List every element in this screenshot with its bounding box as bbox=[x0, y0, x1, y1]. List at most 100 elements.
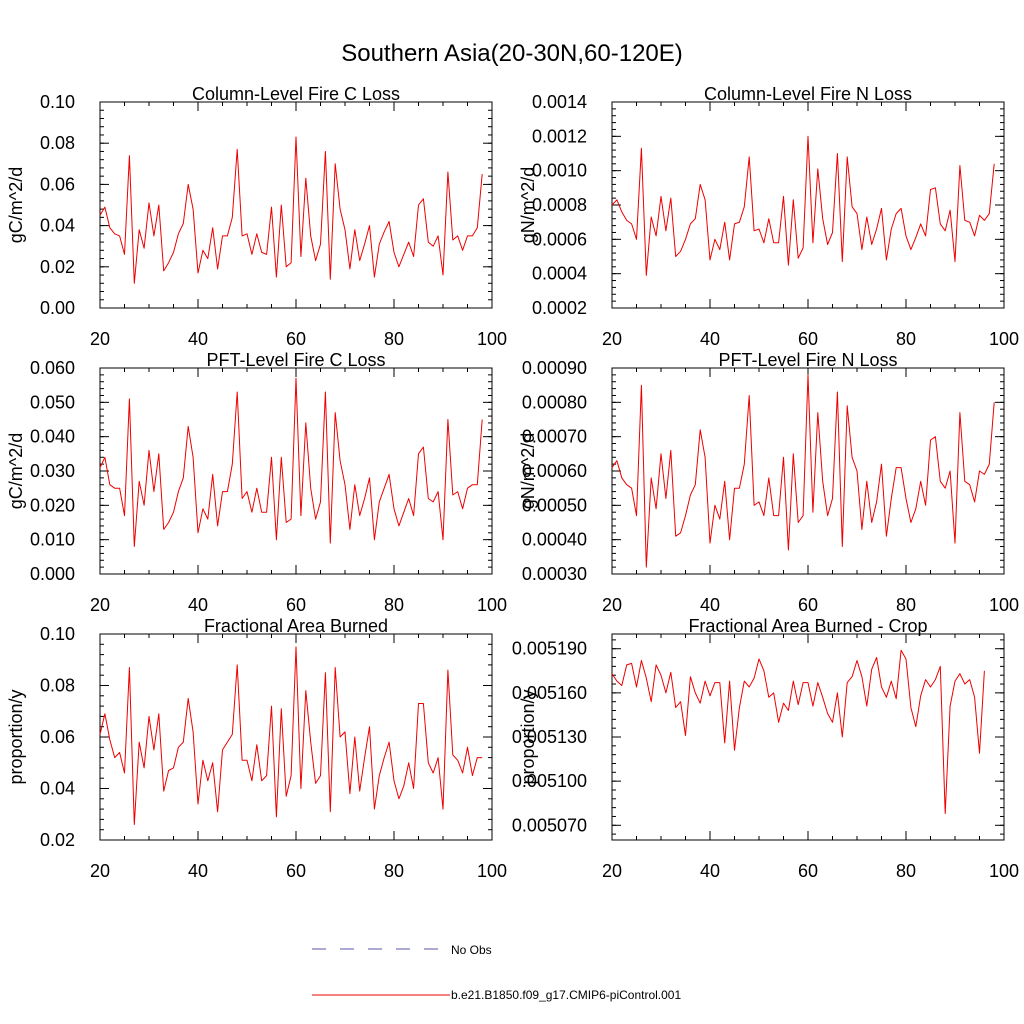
panel-3-ytick-label: 0.060 bbox=[30, 358, 75, 378]
panel-6-series-line bbox=[611, 649, 985, 814]
panel-2-ytick-label: 0.0012 bbox=[532, 126, 587, 146]
panel-2-xtick-label: 80 bbox=[896, 329, 916, 349]
panel-4-xtick-label: 60 bbox=[798, 595, 818, 615]
panel-1-xtick-label: 100 bbox=[477, 329, 507, 349]
panel-4-ytick-label: 0.00030 bbox=[522, 564, 587, 584]
panel-3-xtick-label: 80 bbox=[384, 595, 404, 615]
panel-2-series-line bbox=[611, 135, 995, 276]
panel-1-title: Column-Level Fire C Loss bbox=[192, 84, 400, 104]
panel-2-ytick-label: 0.0004 bbox=[532, 264, 587, 284]
panel-6-xtick-label: 100 bbox=[989, 861, 1019, 881]
panel-6-ylabel: proportion/y bbox=[518, 689, 538, 784]
panel-6-title: Fractional Area Burned - Crop bbox=[688, 616, 927, 636]
panel-2-ytick-label: 0.0010 bbox=[532, 161, 587, 181]
panel-1: Column-Level Fire C Loss gC/m^2/d 20 40 60 80… bbox=[6, 84, 507, 349]
panel-5-frame bbox=[99, 633, 493, 841]
panel-4: PFT-Level Fire N Loss gN/m^2/d 20 40 60 80 100… bbox=[518, 350, 1019, 615]
panel-1-xtick-label: 20 bbox=[90, 329, 110, 349]
panel-1-ytick-label: 0.04 bbox=[40, 216, 75, 236]
panel-4-ytick-label: 0.00090 bbox=[522, 358, 587, 378]
panel-5-ytick-label: 0.08 bbox=[40, 676, 75, 696]
panel-1-ytick-label: 0.06 bbox=[40, 174, 75, 194]
panel-4-ytick-label: 0.00080 bbox=[522, 392, 587, 412]
panel-4-ytick-label: 0.00070 bbox=[522, 427, 587, 447]
panel-4-frame bbox=[611, 367, 1005, 575]
panel-6-xtick-label: 80 bbox=[896, 861, 916, 881]
panel-2-xtick-label: 20 bbox=[602, 329, 622, 349]
panel-2-xtick-label: 100 bbox=[989, 329, 1019, 349]
panel-3-ytick-label: 0.010 bbox=[30, 530, 75, 550]
panel-5-xtick-label: 60 bbox=[286, 861, 306, 881]
panel-3-xtick-label: 100 bbox=[477, 595, 507, 615]
legend: No Obs b.e21.B1850.f09_g17.CMIP6-piContr… bbox=[312, 943, 681, 1002]
panel-3-ytick-label: 0.050 bbox=[30, 392, 75, 412]
panel-2-ylabel: gN/m^2/d bbox=[518, 167, 538, 243]
panel-5-ytick-label: 0.02 bbox=[40, 830, 75, 850]
panel-6-ytick-label: 0.005160 bbox=[512, 683, 587, 703]
panel-3-ytick-label: 0.030 bbox=[30, 461, 75, 481]
panel-4-xtick-label: 40 bbox=[700, 595, 720, 615]
panel-2-xtick-label: 60 bbox=[798, 329, 818, 349]
panel-2-frame bbox=[611, 101, 1005, 309]
panel-6-xtick-label: 40 bbox=[700, 861, 720, 881]
panel-5-ytick-label: 0.04 bbox=[40, 779, 75, 799]
panel-5: Fractional Area Burned proportion/y 20 40 60… bbox=[6, 616, 507, 881]
panel-1-ylabel: gC/m^2/d bbox=[6, 167, 26, 243]
panel-5-xtick-label: 40 bbox=[188, 861, 208, 881]
figure-title: Southern Asia(20-30N,60-120E) bbox=[341, 40, 683, 67]
panel-4-xtick-label: 80 bbox=[896, 595, 916, 615]
panel-1-ytick-label: 0.00 bbox=[40, 298, 75, 318]
panel-3-ylabel: gC/m^2/d bbox=[6, 433, 26, 509]
panel-4-ylabel: gN/m^2/d bbox=[518, 433, 538, 509]
panel-6-ytick-label: 0.005070 bbox=[512, 815, 587, 835]
panel-6-ytick-label: 0.005100 bbox=[512, 771, 587, 791]
panel-1-xtick-label: 60 bbox=[286, 329, 306, 349]
panel-2: Column-Level Fire N Loss gN/m^2/d 20 40 60 80… bbox=[518, 84, 1019, 349]
panel-1-xtick-label: 80 bbox=[384, 329, 404, 349]
panel-1-xtick-label: 40 bbox=[188, 329, 208, 349]
panel-2-ytick-label: 0.0014 bbox=[532, 92, 587, 112]
panel-2-ytick-label: 0.0008 bbox=[532, 195, 587, 215]
panel-5-ytick-label: 0.06 bbox=[40, 727, 75, 747]
legend-item-no-obs: No Obs bbox=[312, 943, 492, 957]
panel-3-frame bbox=[99, 367, 493, 575]
panel-6-ytick-label: 0.005130 bbox=[512, 727, 587, 747]
chart-panels: Column-Level Fire C Loss gC/m^2/d 20 40 60 80… bbox=[6, 84, 1019, 881]
legend-label-no-obs: No Obs bbox=[451, 943, 492, 957]
panel-2-xtick-label: 40 bbox=[700, 329, 720, 349]
panel-3-title: PFT-Level Fire C Loss bbox=[206, 350, 385, 370]
panel-4-ytick-label: 0.00060 bbox=[522, 461, 587, 481]
legend-item-model-run: b.e21.B1850.f09_g17.CMIP6-piControl.001 bbox=[312, 988, 681, 1002]
panel-5-title: Fractional Area Burned bbox=[204, 616, 388, 636]
panel-6-xtick-label: 20 bbox=[602, 861, 622, 881]
panel-5-xtick-label: 20 bbox=[90, 861, 110, 881]
panel-4-ytick-label: 0.00040 bbox=[522, 530, 587, 550]
panel-5-series-line bbox=[99, 646, 483, 825]
panel-1-ytick-label: 0.08 bbox=[40, 133, 75, 153]
panel-4-xtick-label: 100 bbox=[989, 595, 1019, 615]
panel-5-ytick-label: 0.10 bbox=[40, 624, 75, 644]
panel-3-xtick-label: 20 bbox=[90, 595, 110, 615]
panel-6-xtick-label: 60 bbox=[798, 861, 818, 881]
panel-3-ytick-label: 0.040 bbox=[30, 427, 75, 447]
panel-5-xtick-label: 100 bbox=[477, 861, 507, 881]
panel-4-series-line bbox=[611, 374, 995, 568]
panel-3-ytick-label: 0.000 bbox=[30, 564, 75, 584]
panel-4-title: PFT-Level Fire N Loss bbox=[718, 350, 897, 370]
panel-1-ytick-label: 0.10 bbox=[40, 92, 75, 112]
panel-2-title: Column-Level Fire N Loss bbox=[704, 84, 912, 104]
legend-label-model-run: b.e21.B1850.f09_g17.CMIP6-piControl.001 bbox=[451, 988, 681, 1002]
panel-4-ytick-label: 0.00050 bbox=[522, 495, 587, 515]
panel-3-xtick-label: 60 bbox=[286, 595, 306, 615]
panel-6: Fractional Area Burned - Crop proportion/… bbox=[512, 616, 1019, 881]
panel-2-ytick-label: 0.0006 bbox=[532, 229, 587, 249]
panel-3: PFT-Level Fire C Loss gC/m^2/d 20 40 60 80 100… bbox=[6, 350, 507, 615]
panel-3-xtick-label: 40 bbox=[188, 595, 208, 615]
panel-6-ytick-label: 0.005190 bbox=[512, 639, 587, 659]
panel-4-xtick-label: 20 bbox=[602, 595, 622, 615]
panel-1-series-line bbox=[99, 136, 483, 284]
panel-5-xtick-label: 80 bbox=[384, 861, 404, 881]
panel-1-ytick-label: 0.02 bbox=[40, 257, 75, 277]
panel-2-ytick-label: 0.0002 bbox=[532, 298, 587, 318]
